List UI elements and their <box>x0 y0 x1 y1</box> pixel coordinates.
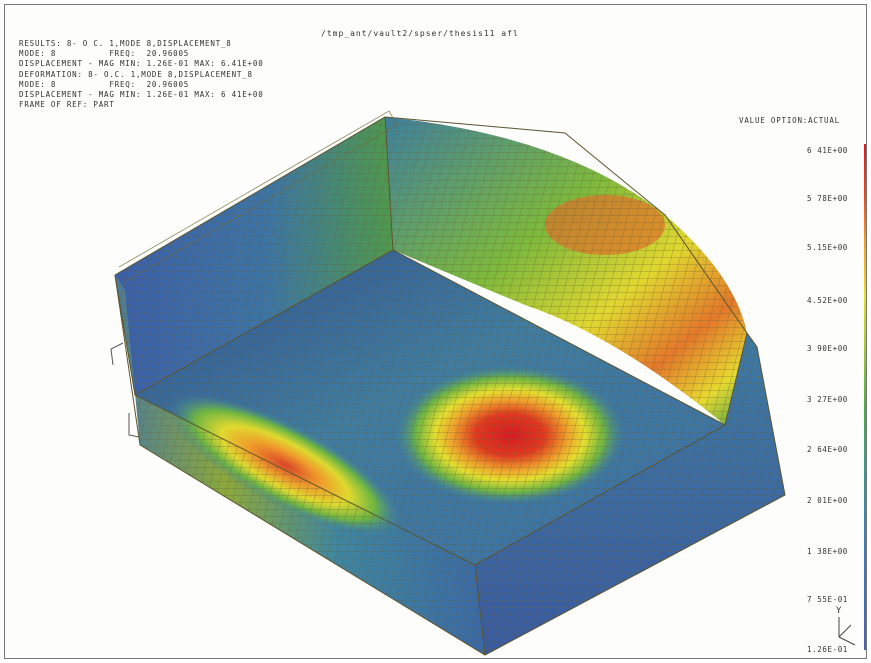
legend-tick: 7 55E-01 <box>807 595 848 604</box>
info-line-displacement: DISPLACEMENT - MAG MIN: 1.26E-01 MAX: 6.… <box>19 59 264 69</box>
fem-mesh-plot[interactable] <box>5 5 866 658</box>
mesh-floor <box>135 250 725 565</box>
legend-title: VALUE OPTION:ACTUAL <box>739 116 840 125</box>
legend-tick: 5.15E+00 <box>807 243 848 252</box>
legend-tick: 4.52E+00 <box>807 296 848 305</box>
axis-triad-icon: Y <box>836 606 856 646</box>
results-info-block: RESULTS: 8- O C. 1,MODE 8,DISPLACEMENT_8… <box>19 39 264 110</box>
mesh-curved-wall <box>385 117 747 425</box>
legend-tick: 3 27E+00 <box>807 395 848 404</box>
viewport[interactable]: /tmp_ant/vault2/spser/thesis11 afl RESUL… <box>4 4 867 659</box>
mesh-front-wall <box>115 275 485 655</box>
info-line-mode: MODE: 8 FREQ: 20.96005 <box>19 49 190 59</box>
legend-tick: 1.26E-01 <box>807 645 848 654</box>
mesh-undeformed-rim <box>118 110 398 284</box>
info-line-results: RESULTS: 8- O C. 1,MODE 8,DISPLACEMENT_8 <box>19 39 232 48</box>
legend-tick: 1 38E+00 <box>807 547 848 556</box>
info-line-frame: FRAME OF REF: PART <box>19 100 115 110</box>
legend-tick: 3 90E+00 <box>807 344 848 353</box>
mesh-outline <box>114 116 786 656</box>
info-line-mode-2: MODE: 8 FREQ: 20.96005 <box>19 79 190 89</box>
mesh-right-wall <box>475 333 785 655</box>
file-path-label: /tmp_ant/vault2/spser/thesis11 afl <box>321 29 519 38</box>
legend-tick: 5 78E+00 <box>807 194 848 203</box>
triad-y-label: Y <box>836 606 842 616</box>
info-line-deformation: DEFORMATION: 8- O.C. 1,MODE 8,DISPLACEME… <box>19 69 253 79</box>
legend-color-bar <box>864 144 866 650</box>
legend-tick: 6 41E+00 <box>807 146 848 155</box>
legend-tick: 2 01E+00 <box>807 496 848 505</box>
legend-tick: 2 64E+00 <box>807 445 848 454</box>
info-line-displacement-2: DISPLACEMENT - MAG MIN: 1.26E-01 MAX: 6 … <box>19 90 264 100</box>
mesh-back-wall <box>115 117 393 395</box>
origin-marker <box>110 342 140 438</box>
